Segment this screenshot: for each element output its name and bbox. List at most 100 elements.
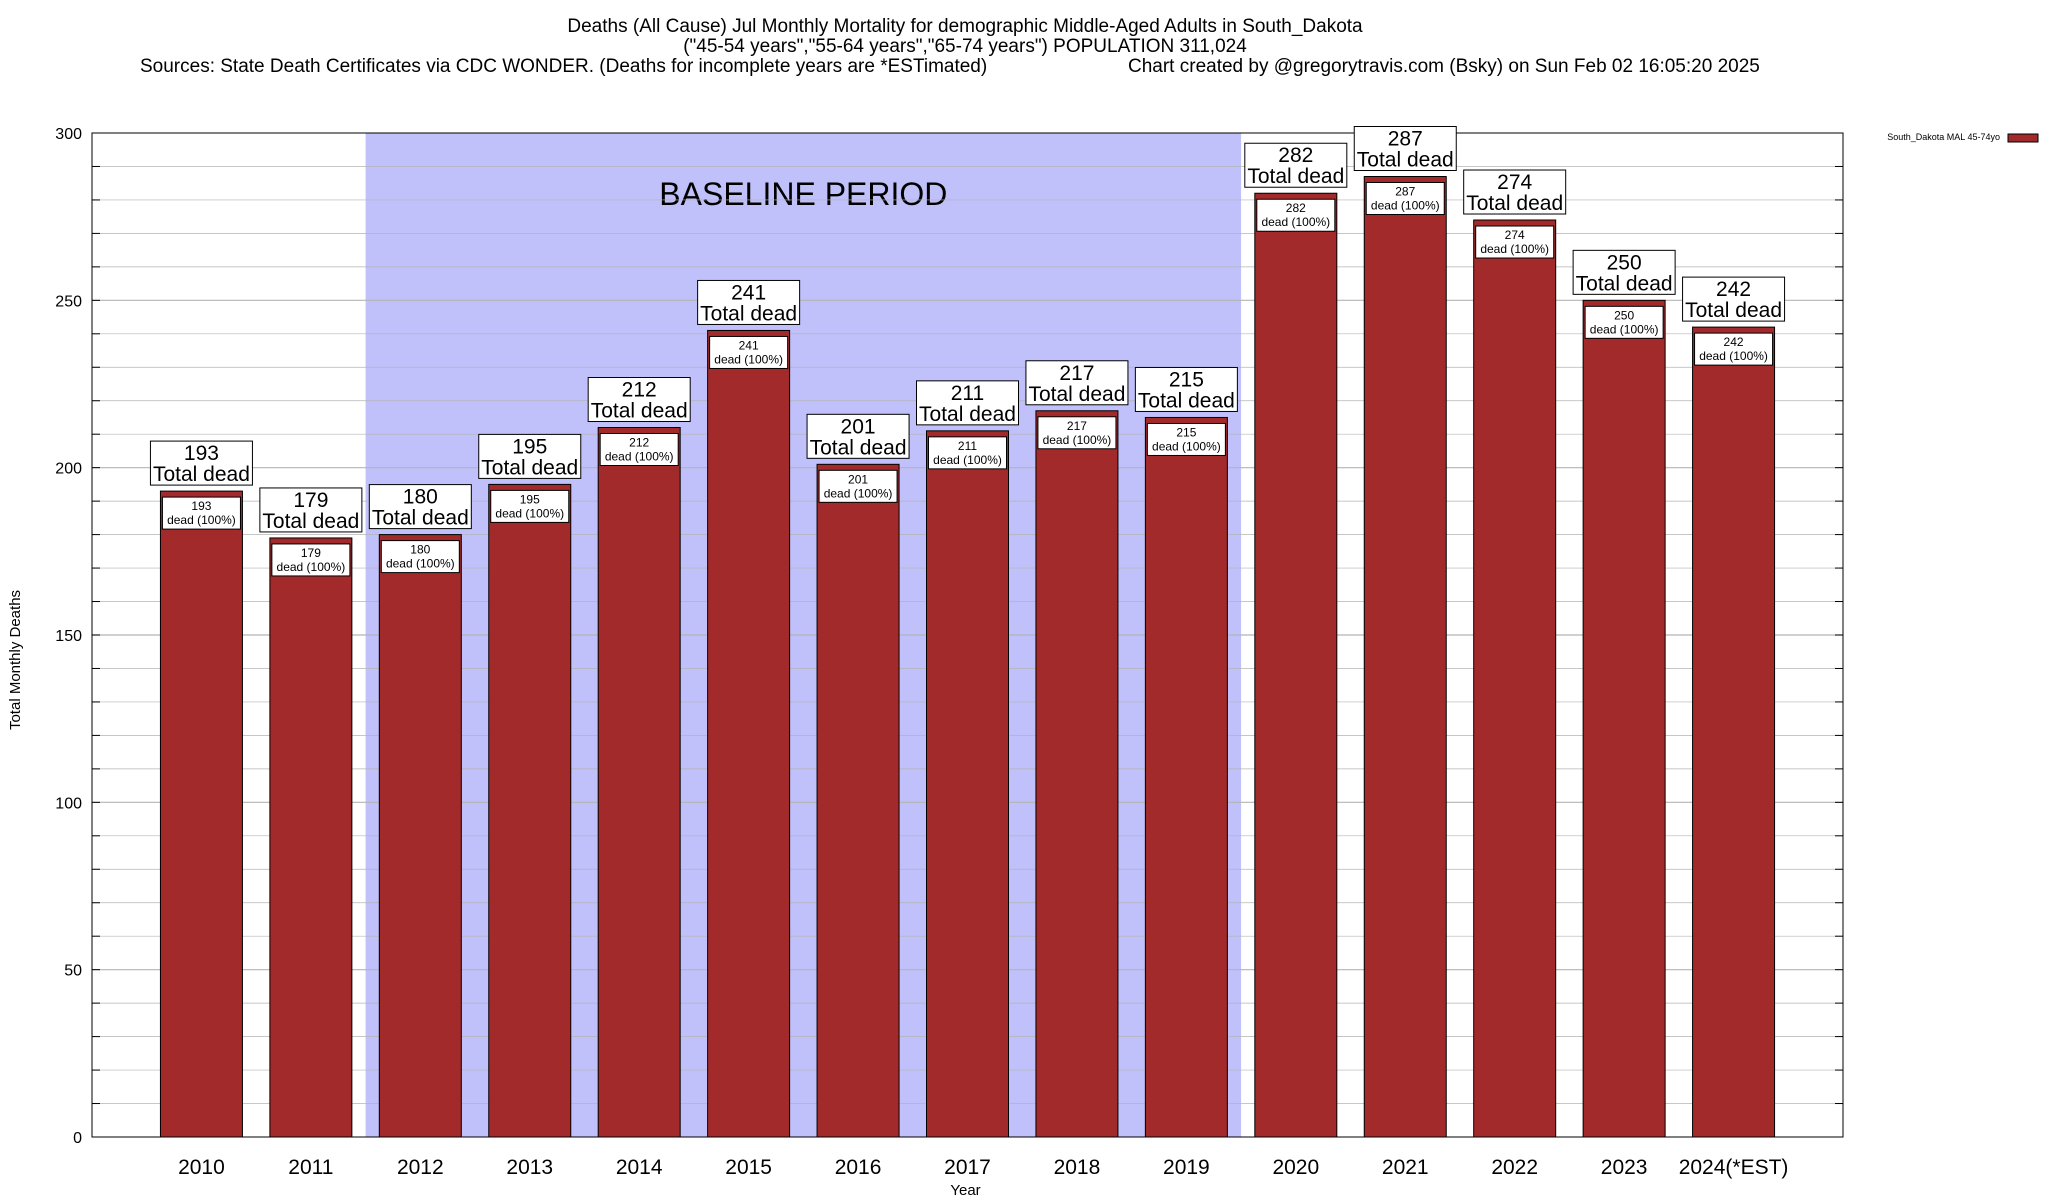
total-text-label: Total dead — [1576, 272, 1673, 295]
total-value-label: 274 — [1497, 171, 1532, 194]
bar — [1254, 192, 1338, 1138]
total-value-label: 282 — [1278, 144, 1313, 167]
x-tick-label: 2012 — [397, 1156, 444, 1179]
inner-value-label: 211 — [958, 439, 977, 453]
total-text-label: Total dead — [1028, 383, 1125, 406]
y-tick-label: 250 — [55, 293, 82, 310]
total-label-box — [1025, 360, 1129, 406]
total-text-label: Total dead — [919, 403, 1016, 426]
total-label-box — [916, 380, 1019, 426]
total-label-box — [1353, 126, 1457, 172]
legend-entry-label: South_Dakota MAL 45-74yo — [1887, 132, 2000, 142]
y-tick-label: 0 — [73, 1130, 82, 1147]
inner-label-box — [709, 335, 789, 369]
inner-label-box — [818, 469, 898, 503]
total-label-box — [1572, 249, 1676, 295]
x-tick-label: 2011 — [288, 1156, 333, 1179]
inner-percent-label: dead (100%) — [386, 557, 455, 571]
legend: South_Dakota MAL 45-74yo — [1887, 132, 2039, 143]
inner-percent-label: dead (100%) — [495, 506, 564, 520]
bar — [707, 329, 791, 1138]
inner-percent-label: dead (100%) — [824, 486, 893, 500]
bars — [159, 176, 1776, 1138]
inner-label-box — [1037, 416, 1117, 450]
total-text-label: Total dead — [1247, 165, 1344, 188]
total-value-label: 217 — [1059, 362, 1094, 385]
total-value-label: 211 — [951, 382, 984, 405]
total-text-label: Total dead — [810, 436, 907, 459]
y-tick-label: 100 — [55, 795, 82, 812]
total-text-label: Total dead — [1138, 389, 1235, 412]
inner-value-label: 287 — [1395, 185, 1415, 199]
inner-percent-label: dead (100%) — [605, 450, 674, 464]
total-label-box — [368, 484, 472, 530]
inner-label-box — [599, 433, 679, 467]
inner-value-label: 215 — [1176, 425, 1196, 439]
x-tick-label: 2013 — [506, 1156, 553, 1179]
legend-swatch — [2007, 133, 2039, 143]
x-tick-label: 2024(*EST) — [1679, 1156, 1789, 1179]
inner-label-box — [161, 496, 241, 530]
total-text-label: Total dead — [1357, 149, 1454, 172]
inner-label-box — [1146, 422, 1226, 456]
bar — [1035, 410, 1119, 1138]
title-line-4: Chart created by @gregorytravis.com (Bsk… — [1128, 56, 1760, 77]
bar — [1692, 326, 1776, 1138]
y-tick-label: 150 — [55, 628, 82, 645]
total-label-box — [1463, 169, 1567, 215]
title-line-3: Sources: State Death Certificates via CD… — [140, 56, 987, 77]
total-text-label: Total dead — [700, 302, 797, 325]
inner-value-label: 195 — [520, 492, 540, 506]
inner-value-label: 282 — [1286, 201, 1306, 215]
total-label-box — [1134, 366, 1238, 412]
inner-percent-label: dead (100%) — [1699, 349, 1768, 363]
bar — [597, 427, 681, 1138]
x-tick-label: 2023 — [1601, 1156, 1648, 1179]
bar — [1144, 416, 1228, 1138]
y-tick-label: 50 — [64, 963, 82, 980]
total-value-label: 195 — [512, 435, 547, 458]
total-label-box — [806, 413, 910, 459]
total-value-label: 180 — [403, 486, 438, 509]
bar — [269, 537, 353, 1138]
bar — [159, 490, 243, 1138]
total-text-label: Total dead — [153, 463, 250, 486]
bar — [488, 483, 572, 1138]
x-tick-label: 2021 — [1382, 1156, 1429, 1179]
y-tick-label: 300 — [55, 126, 82, 143]
total-value-label: 179 — [293, 489, 328, 512]
inner-label-box — [1475, 225, 1555, 259]
inner-label-box — [1694, 332, 1774, 366]
inner-percent-label: dead (100%) — [1590, 322, 1659, 336]
total-label-box — [1244, 142, 1348, 188]
x-tick-label: 2018 — [1054, 1156, 1101, 1179]
total-value-label: 215 — [1169, 368, 1204, 391]
inner-label-box — [271, 543, 351, 577]
total-value-label: 241 — [731, 281, 766, 304]
inner-percent-label: dead (100%) — [1371, 199, 1440, 213]
inner-value-label: 193 — [191, 499, 211, 513]
inner-value-label: 242 — [1724, 335, 1744, 349]
inner-value-label: 179 — [301, 546, 321, 560]
total-value-label: 212 — [622, 379, 657, 402]
x-tick-label: 2010 — [178, 1156, 225, 1179]
inner-value-label: 274 — [1505, 228, 1525, 242]
total-label-box — [478, 433, 582, 479]
total-label-box — [259, 487, 363, 533]
bar — [378, 534, 462, 1138]
inner-percent-label: dead (100%) — [714, 352, 783, 366]
inner-label-box — [1365, 182, 1445, 216]
inner-percent-label: dead (100%) — [1480, 242, 1549, 256]
y-axis: 0 50 100 150 200 250 300 — [55, 126, 82, 1147]
bar — [926, 430, 1009, 1138]
total-text-label: Total dead — [1685, 299, 1782, 322]
inner-label-box — [928, 436, 1007, 470]
y-axis-label: Total Monthly Deaths — [7, 590, 24, 730]
inner-value-label: 217 — [1067, 419, 1087, 433]
total-text-label: Total dead — [1466, 192, 1563, 215]
total-value-label: 201 — [841, 415, 876, 438]
x-axis: 2010 2011 2012 2013 2014 2015 2016 2017 2018 2019… — [178, 1156, 1788, 1179]
bar — [1363, 176, 1447, 1138]
inner-percent-label: dead (100%) — [933, 453, 1002, 467]
total-value-label: 193 — [184, 442, 219, 465]
